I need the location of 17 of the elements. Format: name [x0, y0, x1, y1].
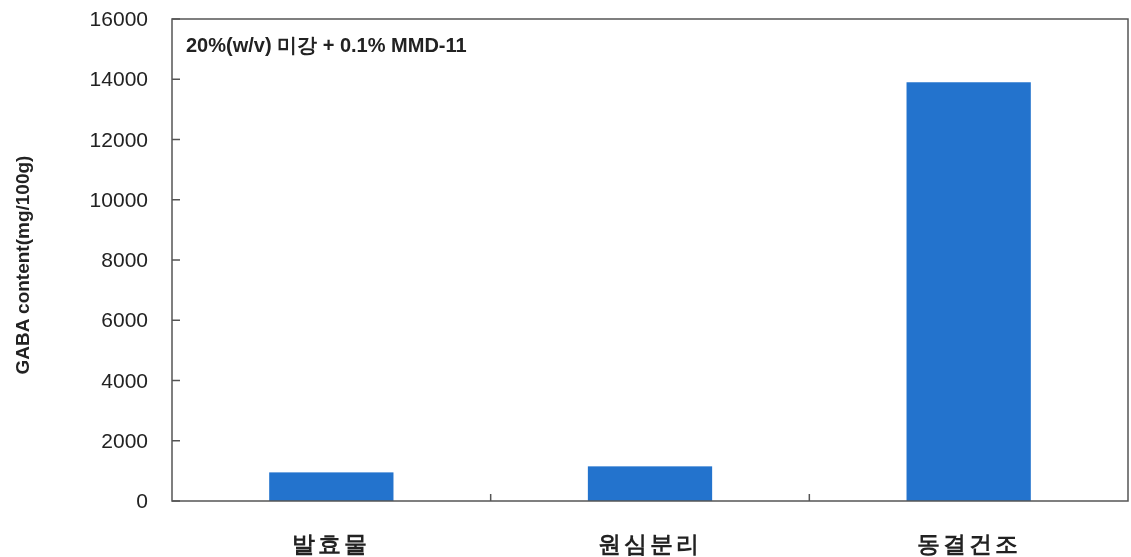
bar	[587, 466, 713, 501]
bar	[906, 82, 1031, 501]
x-tick-label: 원심분리	[598, 531, 702, 557]
y-tick-label: 14000	[89, 67, 148, 91]
y-tick-label: 2000	[101, 428, 148, 452]
y-axis-title: GABA content(mg/100g)	[12, 155, 33, 375]
x-tick-label: 동결건조	[916, 531, 1021, 557]
y-tick-label: 0	[136, 489, 148, 512]
annotation: 20%(w/v) 미강 + 0.1% MMD-11	[186, 34, 467, 56]
y-tick-label: 6000	[101, 308, 148, 332]
y-tick-label: 12000	[89, 127, 148, 151]
y-tick-label: 16000	[89, 7, 148, 30]
y-tick-label: 10000	[89, 187, 148, 211]
x-tick-label: 발효물	[292, 531, 371, 557]
y-tick-label: 8000	[101, 248, 148, 271]
bar	[269, 472, 394, 501]
y-tick-label: 4000	[101, 368, 148, 392]
